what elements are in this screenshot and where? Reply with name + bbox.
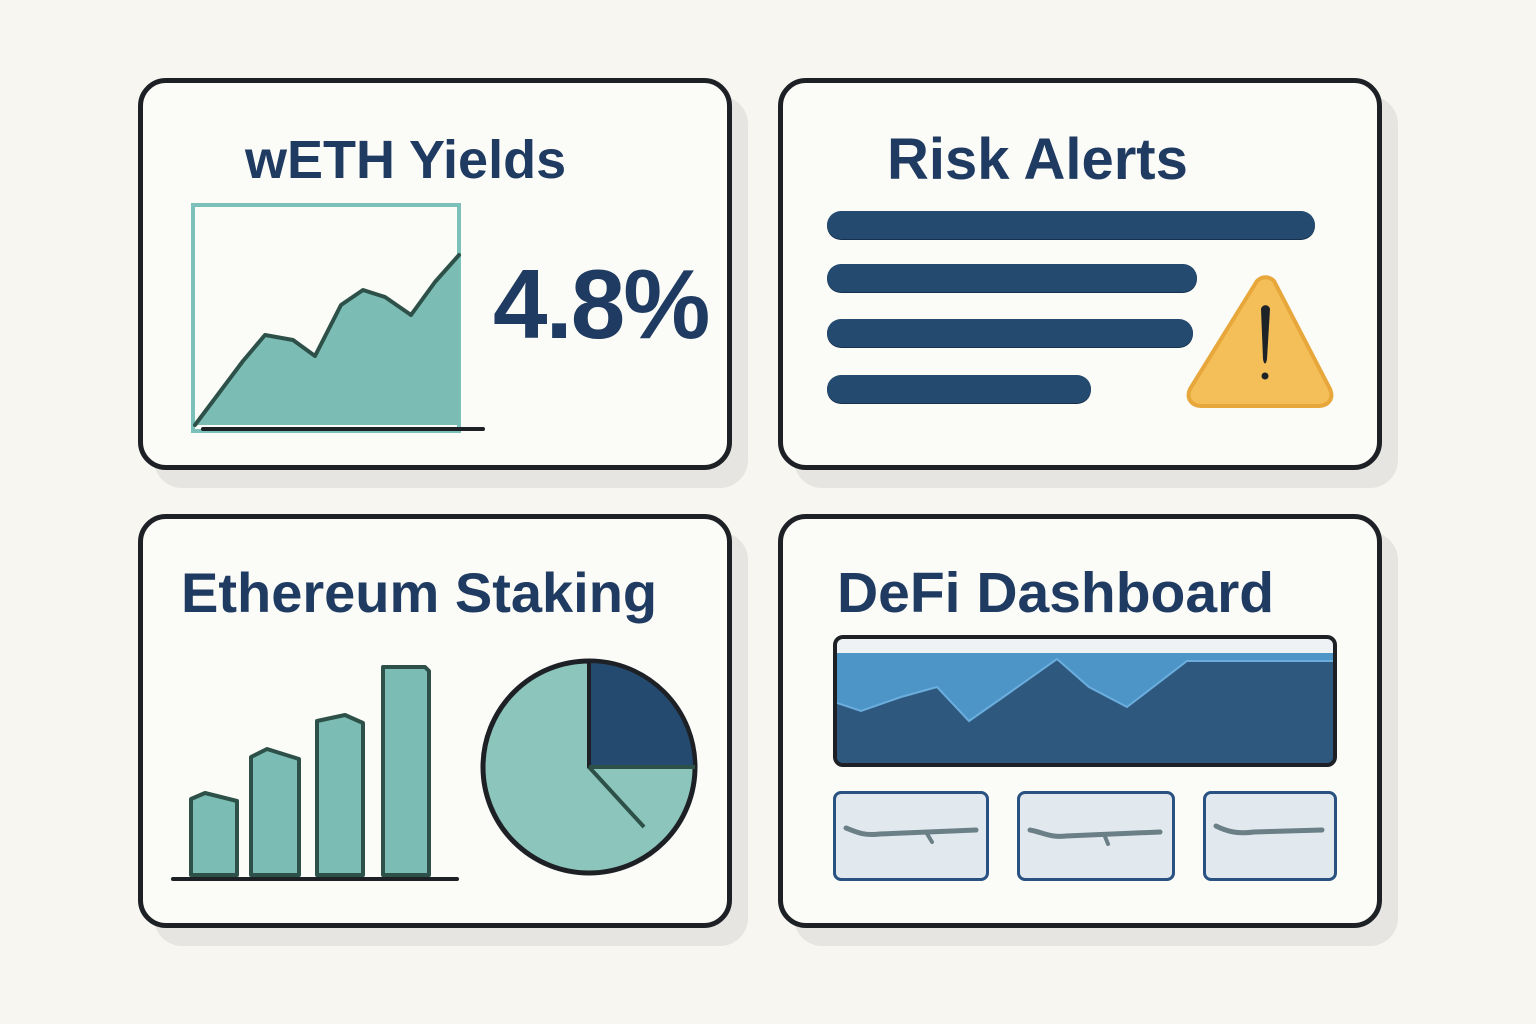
- defi-dashboard-card[interactable]: DeFi Dashboard: [778, 514, 1382, 928]
- risk-alert-line: [827, 319, 1193, 347]
- metric-box[interactable]: [1017, 791, 1175, 881]
- card-title-defi-dashboard: DeFi Dashboard: [837, 561, 1275, 625]
- weth-yields-card[interactable]: wETH Yields 4.8%: [138, 78, 732, 470]
- ethereum-staking-card[interactable]: Ethereum Staking: [138, 514, 732, 928]
- card-title-ethereum-staking: Ethereum Staking: [181, 561, 658, 624]
- yield-value: 4.8%: [493, 249, 710, 359]
- bar-chart-icon: [171, 665, 459, 881]
- risk-alert-line: [827, 211, 1315, 239]
- sparkline-icon: [843, 825, 979, 844]
- card-title-risk-alerts: Risk Alerts: [887, 127, 1188, 192]
- sparkline-icon: [1213, 823, 1325, 836]
- warning-triangle-icon: [1186, 275, 1334, 408]
- risk-alert-line: [827, 375, 1091, 403]
- risk-alert-line: [827, 264, 1197, 292]
- pie-chart-icon: [480, 658, 698, 876]
- metric-box[interactable]: [833, 791, 989, 881]
- mountain-chart-icon: [833, 635, 1337, 767]
- metric-box[interactable]: [1203, 791, 1337, 881]
- card-title-weth-yields: wETH Yields: [245, 130, 567, 190]
- area-chart-icon: [191, 203, 485, 433]
- risk-alerts-card[interactable]: Risk Alerts: [778, 78, 1382, 470]
- sparkline-icon: [1027, 827, 1163, 846]
